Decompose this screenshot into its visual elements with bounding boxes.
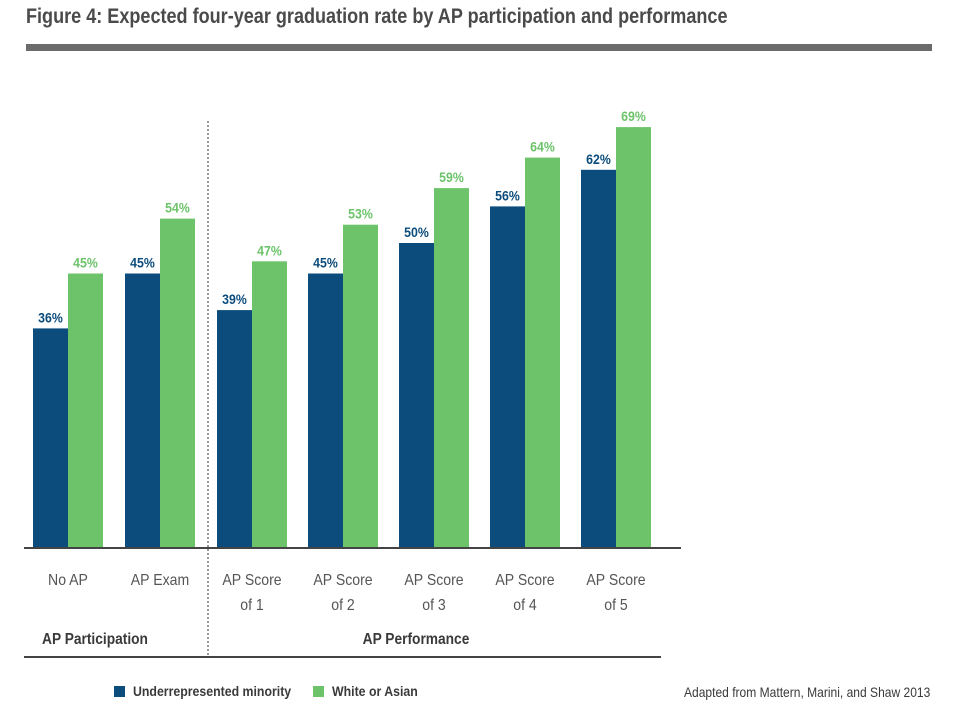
- data-label-minority: 45%: [313, 255, 338, 271]
- bar-minority: [217, 310, 252, 548]
- category-label: of 1: [240, 596, 263, 614]
- bar-white-asian: [434, 188, 469, 548]
- data-label-white-asian: 45%: [73, 255, 98, 271]
- category-label: of 3: [422, 596, 445, 614]
- bar-minority: [125, 273, 160, 548]
- category-label: AP Score: [404, 571, 463, 589]
- data-label-white-asian: 64%: [530, 139, 555, 155]
- category-label: of 2: [331, 596, 354, 614]
- bar-white-asian: [252, 261, 287, 548]
- bar-white-asian: [343, 224, 378, 548]
- data-label-minority: 50%: [404, 224, 429, 240]
- category-label: AP Exam: [131, 571, 189, 589]
- category-label: of 4: [513, 596, 536, 614]
- category-label: No AP: [48, 571, 88, 589]
- bar-minority: [33, 328, 68, 548]
- data-label-minority: 39%: [222, 291, 247, 307]
- category-label: of 5: [604, 596, 627, 614]
- category-label: AP Score: [495, 571, 554, 589]
- data-label-minority: 45%: [130, 255, 155, 271]
- data-label-white-asian: 54%: [165, 200, 190, 216]
- data-label-white-asian: 59%: [439, 169, 464, 185]
- bar-white-asian: [616, 127, 651, 548]
- category-label: AP Score: [222, 571, 281, 589]
- data-label-white-asian: 53%: [348, 206, 373, 222]
- bar-minority: [490, 206, 525, 548]
- data-label-white-asian: 47%: [257, 243, 282, 259]
- group-label: AP Performance: [363, 630, 470, 648]
- bar-minority: [581, 169, 616, 549]
- title-rule: [26, 44, 932, 51]
- bar-white-asian: [68, 273, 103, 548]
- bar-minority: [399, 243, 434, 548]
- chart-title: Figure 4: Expected four-year graduation …: [26, 5, 728, 28]
- bar-minority: [308, 273, 343, 548]
- bar-white-asian: [525, 157, 560, 548]
- data-label-minority: 56%: [495, 188, 520, 204]
- group-label: AP Participation: [42, 630, 148, 648]
- data-label-white-asian: 69%: [621, 108, 646, 124]
- data-label-minority: 62%: [586, 151, 611, 167]
- category-label: AP Score: [586, 571, 645, 589]
- bar-white-asian: [160, 218, 195, 548]
- data-label-minority: 36%: [38, 310, 63, 326]
- category-label: AP Score: [313, 571, 372, 589]
